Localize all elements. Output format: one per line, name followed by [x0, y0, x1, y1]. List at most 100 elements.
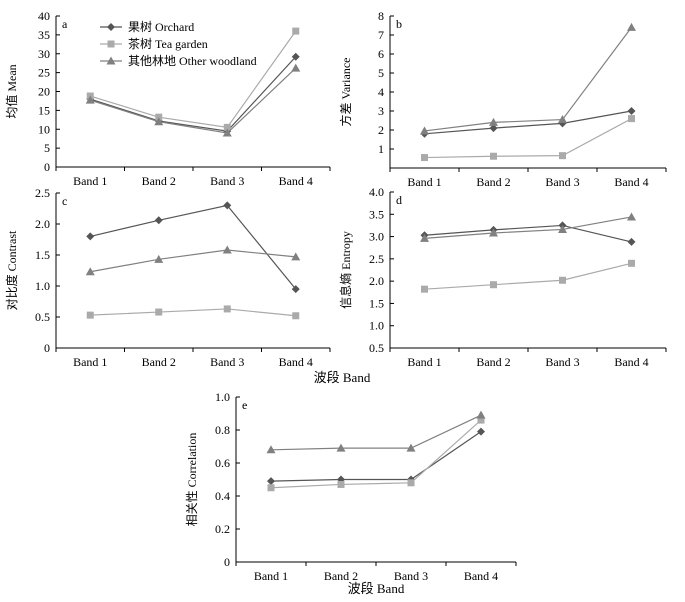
panel-d-entropy-chart: 0.5 1.0 1.5 2.0 2.5 3.0 3.5 4.0 Band 1 Band 2 Band…	[338, 185, 667, 369]
y-tick-label: 0.5	[35, 310, 50, 324]
series-triangle	[85, 245, 301, 276]
y-tick-label: 1.5	[35, 248, 50, 262]
panel-b-variance-chart: 1 2 3 4 5 6 7 8 Band 1 Band 2 Band 3 Band 4 方差 Varia…	[338, 9, 667, 189]
data-point	[223, 201, 232, 210]
x-category-label: Band 4	[279, 355, 313, 369]
data-point	[421, 154, 428, 162]
data-point	[292, 312, 300, 320]
x-category-label: Band 2	[324, 569, 358, 583]
y-tick-label: 20	[38, 85, 50, 99]
x-category-label: Band 1	[254, 569, 288, 583]
panel-e-correlation-chart: 0 0.2 0.4 0.6 0.8 1.0 Band 1 Band 2 Band 3 Band 4…	[185, 390, 517, 596]
x-category-label: Band 3	[545, 175, 579, 189]
y-tick-label: 8	[378, 9, 384, 23]
data-point	[85, 95, 95, 104]
x-category-label: Band 3	[394, 569, 428, 583]
x-category-label: Band 3	[210, 355, 244, 369]
y-tick-label: 1.5	[369, 296, 384, 310]
y-tick-label: 3.0	[369, 230, 384, 244]
series-line	[424, 262, 632, 290]
series-triangle	[85, 63, 301, 137]
panel-letter: a	[62, 17, 68, 31]
y-axis-title: 相关性 Correlation	[185, 433, 199, 527]
x-axis-title: 波段 Band	[348, 581, 405, 596]
series-line	[270, 419, 482, 489]
data-point	[267, 484, 275, 492]
data-point	[222, 245, 232, 254]
y-tick-label: 35	[38, 28, 50, 42]
series-line	[424, 118, 632, 159]
y-tick-label: 7	[378, 28, 384, 42]
x-category-label: Band 1	[407, 175, 441, 189]
y-tick-label: 40	[38, 9, 50, 23]
y-tick-label: 2.5	[369, 252, 384, 266]
x-category-label: Band 2	[476, 175, 510, 189]
y-tick-label: 3	[378, 104, 384, 118]
legend: 果树 Orchard 茶树 Tea garden 其他林地 Other woodla…	[100, 19, 257, 68]
series-line	[424, 224, 632, 243]
panel-letter: e	[242, 398, 247, 412]
series-line	[270, 431, 482, 482]
data-point	[86, 232, 95, 241]
data-point	[628, 115, 635, 123]
data-point	[406, 443, 416, 452]
data-point	[223, 123, 231, 131]
series-line	[90, 30, 297, 129]
y-tick-label: 0	[44, 160, 50, 174]
series-line	[90, 249, 296, 273]
data-point	[490, 152, 497, 160]
y-axis-title: 信息熵 Entropy	[338, 231, 353, 309]
series-line	[424, 27, 632, 132]
y-axis-title: 均值 Mean	[4, 64, 19, 118]
data-point	[489, 124, 498, 133]
y-tick-label: 2.0	[35, 217, 50, 231]
series-square	[267, 416, 485, 492]
y-tick-label: 4	[378, 85, 384, 99]
data-point	[477, 427, 485, 436]
series-line	[424, 110, 632, 135]
data-point	[559, 276, 566, 284]
data-point	[154, 117, 164, 126]
series-line	[90, 67, 297, 134]
data-point	[627, 237, 636, 246]
data-point	[336, 443, 346, 452]
x-category-label: Band 1	[407, 355, 441, 369]
legend-label: 其他林地 Other woodland	[128, 54, 257, 68]
y-axis-title: 对比度 Contrast	[4, 230, 19, 310]
data-point	[155, 113, 163, 121]
y-tick-label: 6	[378, 47, 384, 61]
x-category-label: Band 4	[614, 175, 648, 189]
series-line	[90, 308, 296, 317]
y-tick-label: 5	[44, 141, 50, 155]
legend-item: 其他林地 Other woodland	[100, 54, 257, 68]
y-tick-label: 3.5	[369, 207, 384, 221]
data-point	[223, 305, 231, 313]
data-point	[86, 311, 94, 319]
series-line	[270, 414, 482, 451]
data-point	[155, 308, 163, 316]
data-point	[291, 63, 301, 72]
data-point	[420, 233, 429, 242]
data-point	[222, 128, 232, 137]
data-point	[627, 107, 636, 115]
y-tick-label: 0.5	[369, 341, 384, 355]
x-category-label: Band 2	[476, 355, 510, 369]
y-tick-label: 10	[38, 122, 50, 136]
data-point	[85, 267, 95, 276]
shared-x-axis-label: 波段 Band	[314, 370, 371, 385]
y-tick-label: 4.0	[369, 185, 384, 199]
data-point	[154, 254, 164, 263]
series-line	[424, 216, 632, 239]
y-tick-label: 0	[224, 555, 230, 569]
series-diamond	[267, 427, 485, 486]
panel-letter: b	[396, 17, 402, 31]
series-line	[90, 56, 297, 132]
data-point	[559, 152, 566, 160]
series-diamond	[420, 221, 636, 246]
data-point	[337, 480, 345, 488]
panel-letter: c	[62, 194, 67, 208]
series-triangle	[420, 22, 636, 135]
data-point	[489, 117, 498, 126]
series-square	[421, 259, 635, 293]
